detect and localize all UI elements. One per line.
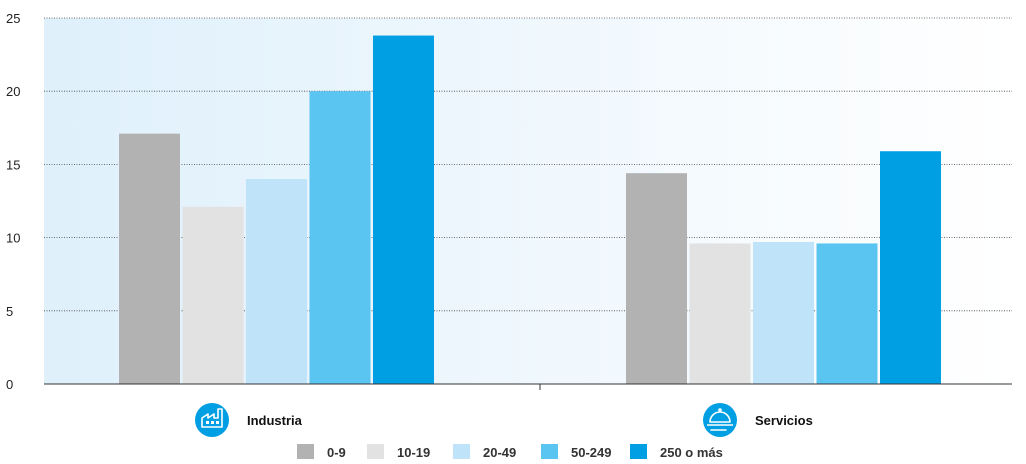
legend-label-20-49: 20-49 xyxy=(483,445,516,459)
category-labels: Industria Servicios xyxy=(195,403,813,437)
legend-swatch-10-19 xyxy=(367,444,384,461)
legend-label-10-19: 10-19 xyxy=(397,445,430,459)
y-tick-label: 5 xyxy=(6,304,13,319)
y-tick-label: 20 xyxy=(6,84,20,99)
bar-50-249-industria xyxy=(309,91,371,384)
legend-swatch-50-249 xyxy=(541,444,558,461)
legend-swatch-0-9 xyxy=(297,444,314,461)
y-tick-label: 25 xyxy=(6,11,20,26)
bar-20-49-servicios xyxy=(753,241,814,384)
bar-250-o-más-industria xyxy=(373,35,434,385)
legend: 0-9 10-19 20-49 50-249 250 o más xyxy=(297,444,723,461)
legend-label-50-249: 50-249 xyxy=(571,445,611,459)
bar-250-o-más-servicios xyxy=(880,151,941,384)
food-service-icon xyxy=(703,403,737,437)
category-label-servicios: Servicios xyxy=(755,413,813,428)
bar-20-49-industria xyxy=(246,179,307,384)
legend-swatch-250-o-más xyxy=(630,444,647,461)
bar-50-249-servicios xyxy=(816,243,878,384)
factory-icon xyxy=(195,403,229,437)
bar-0-9-servicios xyxy=(626,173,687,384)
category-label-industria: Industria xyxy=(247,413,303,428)
bar-10-19-industria xyxy=(182,206,244,384)
bars xyxy=(119,35,941,385)
y-tick-label: 10 xyxy=(6,231,20,246)
y-tick-label: 0 xyxy=(6,377,13,392)
y-tick-label: 15 xyxy=(6,157,20,172)
legend-swatch-20-49 xyxy=(453,444,470,461)
y-axis-ticks: 0 5 10 15 20 25 xyxy=(6,11,20,392)
legend-label-0-9: 0-9 xyxy=(327,445,346,459)
legend-label-250-o-más: 250 o más xyxy=(660,445,723,459)
bar-10-19-servicios xyxy=(689,243,751,384)
bar-0-9-industria xyxy=(119,133,180,384)
